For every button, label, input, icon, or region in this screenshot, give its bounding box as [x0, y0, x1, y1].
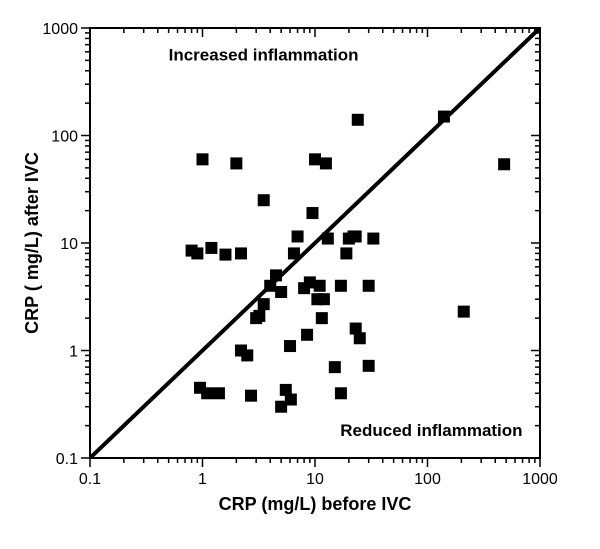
data-point [258, 299, 269, 310]
y-tick-label: 1 [69, 344, 78, 361]
x-tick-label: 1000 [522, 471, 558, 488]
x-tick-label: 1 [198, 471, 207, 488]
data-point [236, 248, 247, 259]
data-point [341, 248, 352, 259]
y-tick-label: 0.1 [56, 451, 78, 468]
data-point [310, 154, 321, 165]
data-point [363, 360, 374, 371]
data-point [368, 233, 379, 244]
y-tick-label: 1000 [42, 21, 78, 38]
y-tick-label: 10 [60, 236, 78, 253]
y-axis-title: CRP ( mg/L) after IVC [22, 152, 42, 334]
plot-area [90, 28, 540, 458]
data-point [352, 114, 363, 125]
data-point [320, 158, 331, 169]
data-point [258, 195, 269, 206]
data-point [285, 341, 296, 352]
data-point [285, 394, 296, 405]
data-point [302, 329, 313, 340]
x-tick-label: 10 [306, 471, 324, 488]
data-point [318, 294, 329, 305]
data-point [202, 388, 213, 399]
data-point [458, 306, 469, 317]
annotation-reduced: Reduced inflammation [340, 421, 522, 440]
data-point [288, 248, 299, 259]
data-point [314, 280, 325, 291]
data-point [350, 231, 361, 242]
data-point [265, 280, 276, 291]
y-tick-label: 100 [51, 129, 78, 146]
data-point [292, 231, 303, 242]
data-point [254, 310, 265, 321]
data-point [335, 280, 346, 291]
data-point [335, 388, 346, 399]
x-tick-label: 100 [414, 471, 441, 488]
crp-scatter-chart: 0.1 1 10 100 1000 0.1 1 10 100 1000 CRP (mg/L) bef… [10, 10, 590, 539]
data-point [246, 390, 257, 401]
annotation-increased: Increased inflammation [169, 45, 359, 64]
data-point [242, 350, 253, 361]
data-point [329, 362, 340, 373]
data-point [354, 333, 365, 344]
data-point [307, 208, 318, 219]
data-point [197, 154, 208, 165]
data-point [438, 111, 449, 122]
data-point [276, 287, 287, 298]
data-point [231, 158, 242, 169]
data-point [213, 388, 224, 399]
data-point [206, 242, 217, 253]
data-point [220, 249, 231, 260]
data-point [192, 248, 203, 259]
identity-line [90, 28, 540, 458]
data-point [363, 280, 374, 291]
data-point [270, 270, 281, 281]
data-point [322, 233, 333, 244]
x-axis-title: CRP (mg/L) before IVC [219, 494, 412, 514]
chart-svg: 0.1 1 10 100 1000 0.1 1 10 100 1000 CRP (mg/L) bef… [10, 10, 590, 539]
x-tick-label: 0.1 [79, 471, 101, 488]
data-point [316, 313, 327, 324]
data-point [499, 159, 510, 170]
